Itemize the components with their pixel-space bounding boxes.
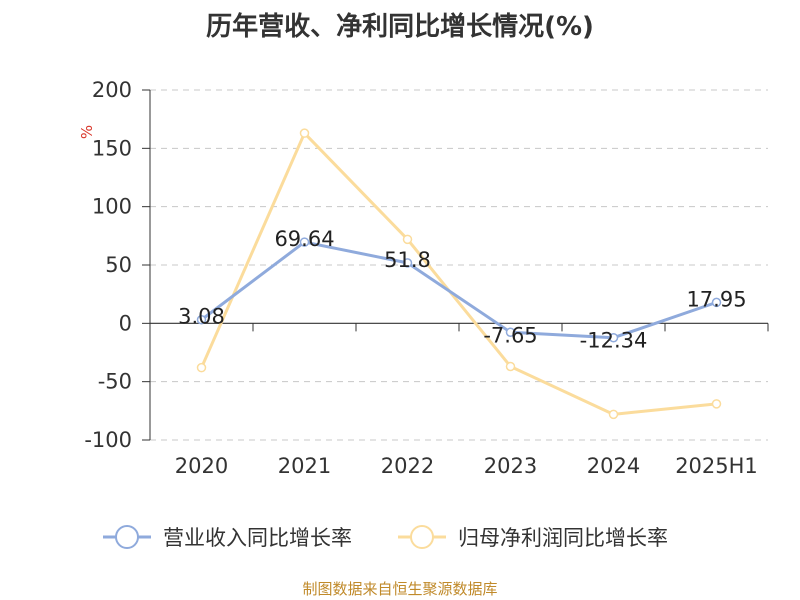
x-tick-label: 2024 <box>587 454 640 478</box>
y-tick-label: 50 <box>105 253 132 277</box>
data-label: 17.95 <box>686 287 746 311</box>
legend-label: 营业收入同比增长率 <box>163 526 352 550</box>
data-point <box>608 409 619 420</box>
x-tick-label: 2020 <box>175 454 228 478</box>
data-label: 69.64 <box>274 227 334 251</box>
series-line <box>200 240 717 340</box>
data-point <box>196 362 207 373</box>
data-label: 51.8 <box>384 248 431 272</box>
y-tick-label: -50 <box>98 370 132 394</box>
data-point <box>299 237 310 247</box>
y-axis-label: % <box>78 125 96 139</box>
x-tick-label: 2022 <box>381 454 434 478</box>
data-point <box>299 128 310 138</box>
data-label: -12.34 <box>580 329 648 353</box>
y-tick-label: 200 <box>92 78 132 102</box>
data-point <box>196 314 207 325</box>
y-tick-label: 150 <box>92 136 132 160</box>
x-tick-label: 2021 <box>278 454 331 478</box>
data-point <box>505 361 516 372</box>
chart-title: 历年营收、净利同比增长情况(%) <box>206 12 594 42</box>
x-tick-label: 2025H1 <box>675 454 758 478</box>
data-point <box>711 399 722 409</box>
y-tick-label: 0 <box>119 311 132 335</box>
data-point <box>608 332 619 343</box>
y-tick-label: 100 <box>92 195 132 219</box>
source-footer: 制图数据来自恒生聚源数据库 <box>302 580 498 598</box>
legend-marker <box>115 525 139 549</box>
data-point <box>402 258 413 268</box>
x-tick-label: 2023 <box>484 454 537 478</box>
y-tick-label: -100 <box>84 428 132 452</box>
data-label: 3.08 <box>178 305 225 329</box>
data-point <box>711 297 722 308</box>
data-point <box>402 234 413 245</box>
data-point <box>505 327 516 338</box>
legend-marker <box>410 525 434 549</box>
series-line <box>200 131 717 416</box>
legend-label: 归母净利润同比增长率 <box>458 526 668 550</box>
data-label: -7.65 <box>483 323 537 347</box>
